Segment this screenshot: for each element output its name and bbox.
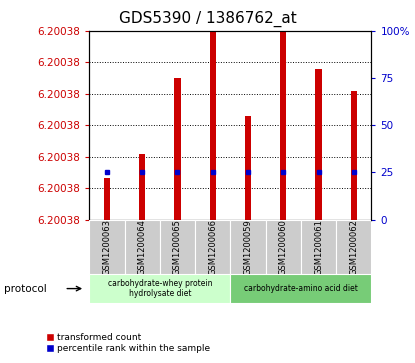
Bar [160, 220, 195, 274]
Text: GDS5390 / 1386762_at: GDS5390 / 1386762_at [119, 11, 296, 27]
Text: GSM1200065: GSM1200065 [173, 219, 182, 275]
Text: GSM1200064: GSM1200064 [138, 219, 146, 275]
Text: protocol: protocol [4, 284, 47, 294]
Bar [139, 154, 145, 220]
Text: GSM1200063: GSM1200063 [103, 219, 111, 275]
Text: GSM1200062: GSM1200062 [349, 219, 358, 275]
Bar [266, 220, 301, 274]
Bar [280, 31, 286, 220]
Bar [89, 220, 124, 274]
Text: carbohydrate-whey protein
hydrolysate diet: carbohydrate-whey protein hydrolysate di… [107, 279, 212, 298]
Bar [230, 274, 371, 303]
Legend: transformed count, percentile rank within the sample: transformed count, percentile rank withi… [46, 333, 210, 353]
Bar [351, 91, 357, 220]
Bar [89, 274, 230, 303]
Bar [174, 78, 181, 220]
Text: GSM1200066: GSM1200066 [208, 219, 217, 275]
Text: GSM1200060: GSM1200060 [279, 219, 288, 275]
Bar [301, 220, 336, 274]
Text: GSM1200061: GSM1200061 [314, 219, 323, 275]
Bar [104, 178, 110, 220]
Bar [124, 220, 160, 274]
Bar [245, 116, 251, 220]
Bar [195, 220, 230, 274]
Bar [315, 69, 322, 220]
Text: GSM1200059: GSM1200059 [244, 219, 252, 275]
Text: carbohydrate-amino acid diet: carbohydrate-amino acid diet [244, 284, 358, 293]
Bar [210, 31, 216, 220]
Bar [336, 220, 371, 274]
Bar [230, 220, 266, 274]
